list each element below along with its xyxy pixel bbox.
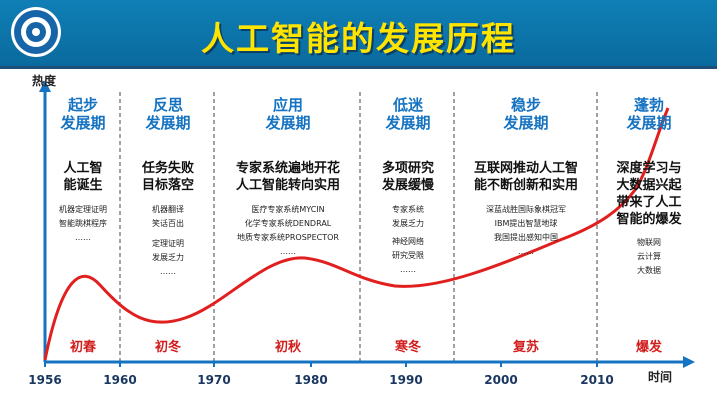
- stage-headline-3: 专家系统遍地开花 人工智能转向实用: [235, 161, 340, 193]
- phase-label-2: 反思 发展期: [145, 96, 191, 132]
- year-label: 1960: [103, 373, 137, 387]
- season-label-4: 寒冬: [394, 340, 421, 355]
- university-seal-icon: [11, 7, 61, 57]
- phase-label-5: 稳步 发展期: [503, 96, 549, 132]
- y-axis-label: 热度: [32, 74, 57, 88]
- year-label: 2010: [580, 373, 614, 387]
- stage-details-2: 机器翻译 笑话百出 定理证明 发展乏力……: [152, 205, 184, 276]
- stage-headline-6: 深度学习与 大数据兴起 带来了人工 智能的爆发: [616, 161, 682, 227]
- year-label: 1990: [389, 373, 423, 387]
- stage-headline-1: 人工智 能诞生: [63, 161, 103, 193]
- phase-label-1: 起步 发展期: [60, 96, 106, 132]
- phase-label-4: 低迷 发展期: [385, 96, 431, 132]
- phase-label-3: 应用 发展期: [265, 96, 311, 132]
- stage-details-5: 深蓝战胜国际象棋冠军 IBM提出智慧地球 我国提出感知中国……: [486, 205, 566, 256]
- season-label-1: 初春: [69, 340, 96, 355]
- stage-headline-5: 互联网推动人工智 能不断创新和实用: [473, 161, 578, 193]
- phase-label-6: 蓬勃 发展期: [626, 96, 672, 132]
- x-axis-label: 时间: [648, 370, 673, 384]
- stage-headline-2: 任务失败 目标落空: [141, 161, 194, 193]
- year-ticks: [44, 362, 598, 367]
- stage-headline-4: 多项研究 发展缓慢: [381, 161, 434, 193]
- stage-details-4: 专家系统 发展乏力 神经网络 研究受限……: [392, 205, 424, 274]
- year-label: 1956: [28, 373, 62, 387]
- stage-details-1: 机器定理证明 智能跳棋程序……: [59, 205, 107, 242]
- axes: [39, 80, 695, 368]
- season-label-5: 复苏: [512, 340, 539, 355]
- season-label-3: 初秋: [274, 340, 301, 355]
- phase-dividers: [119, 92, 598, 362]
- season-label-6: 爆发: [635, 340, 662, 355]
- page-title: 人工智能的发展历程: [201, 19, 516, 58]
- header-bar: 人工智能的发展历程: [0, 0, 717, 69]
- year-label: 1980: [294, 373, 328, 387]
- year-label: 1970: [197, 373, 231, 387]
- stage-details-6: 物联网 云计算 大数据: [637, 238, 661, 275]
- season-label-2: 初冬: [154, 340, 181, 355]
- year-label: 2000: [484, 373, 518, 387]
- popularity-curve: [43, 107, 670, 361]
- stage-details-3: 医疗专家系统MYCIN 化学专家系统DENDRAL 地质专家系统PROSPECTOR…: [237, 205, 339, 256]
